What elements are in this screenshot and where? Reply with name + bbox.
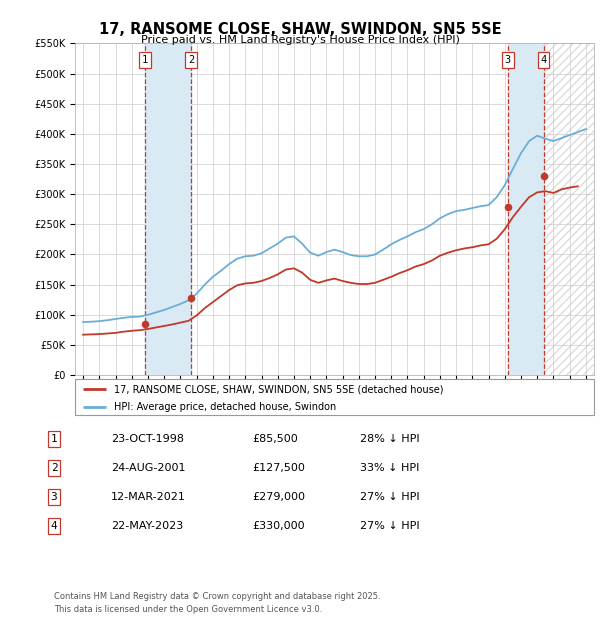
Point	[503, 202, 512, 212]
Text: 24-AUG-2001: 24-AUG-2001	[111, 463, 185, 473]
Text: 22-MAY-2023: 22-MAY-2023	[111, 521, 183, 531]
Text: 12-MAR-2021: 12-MAR-2021	[111, 492, 186, 502]
Text: 3: 3	[505, 55, 511, 65]
Text: Price paid vs. HM Land Registry's House Price Index (HPI): Price paid vs. HM Land Registry's House …	[140, 35, 460, 45]
Bar	[145, 43, 191, 375]
Text: 2: 2	[188, 55, 194, 65]
Text: £85,500: £85,500	[252, 434, 298, 444]
Text: 3: 3	[50, 492, 58, 502]
Text: 33% ↓ HPI: 33% ↓ HPI	[360, 463, 419, 473]
Text: £127,500: £127,500	[252, 463, 305, 473]
Text: 2: 2	[50, 463, 58, 473]
Text: £279,000: £279,000	[252, 492, 305, 502]
Text: HPI: Average price, detached house, Swindon: HPI: Average price, detached house, Swin…	[114, 402, 336, 412]
Text: 28% ↓ HPI: 28% ↓ HPI	[360, 434, 419, 444]
Text: This data is licensed under the Open Government Licence v3.0.: This data is licensed under the Open Gov…	[54, 604, 322, 614]
Text: £330,000: £330,000	[252, 521, 305, 531]
Text: 27% ↓ HPI: 27% ↓ HPI	[360, 521, 419, 531]
Text: 1: 1	[142, 55, 148, 65]
Text: 1: 1	[50, 434, 58, 444]
Text: Contains HM Land Registry data © Crown copyright and database right 2025.: Contains HM Land Registry data © Crown c…	[54, 592, 380, 601]
Text: 17, RANSOME CLOSE, SHAW, SWINDON, SN5 5SE (detached house): 17, RANSOME CLOSE, SHAW, SWINDON, SN5 5S…	[114, 384, 443, 394]
Bar	[544, 43, 594, 375]
Point	[186, 293, 196, 303]
Point	[140, 319, 150, 329]
Text: 23-OCT-1998: 23-OCT-1998	[111, 434, 184, 444]
Point	[539, 171, 548, 181]
Text: 4: 4	[50, 521, 58, 531]
Text: 4: 4	[541, 55, 547, 65]
Bar	[544, 43, 594, 375]
Bar	[508, 43, 544, 375]
Text: 17, RANSOME CLOSE, SHAW, SWINDON, SN5 5SE: 17, RANSOME CLOSE, SHAW, SWINDON, SN5 5S…	[98, 22, 502, 37]
Text: 27% ↓ HPI: 27% ↓ HPI	[360, 492, 419, 502]
